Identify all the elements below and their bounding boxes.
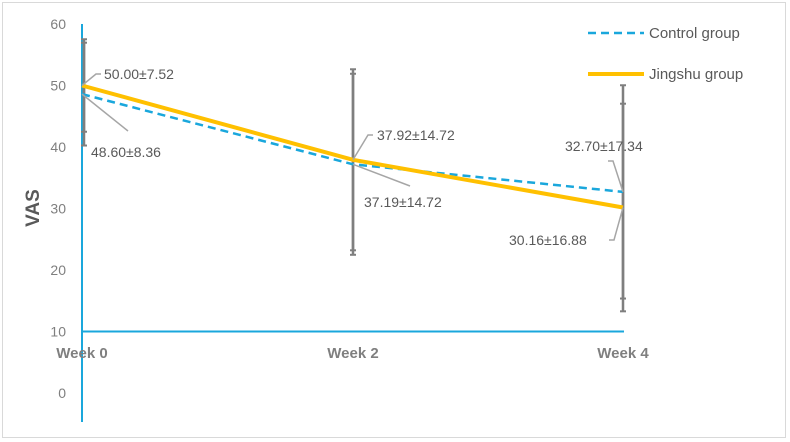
x-tick-label: Week 0 bbox=[56, 345, 107, 362]
y-tick-label: 30 bbox=[50, 201, 66, 217]
y-axis-title: VAS bbox=[23, 189, 44, 227]
data-label: 37.19±14.72 bbox=[364, 194, 442, 210]
y-tick-label: 0 bbox=[58, 385, 66, 401]
legend: Control group Jingshu group bbox=[588, 25, 743, 83]
data-label: 30.16±16.88 bbox=[509, 232, 587, 248]
annotation-leader bbox=[352, 163, 411, 187]
data-label: 48.60±8.36 bbox=[91, 144, 161, 160]
x-tick-label: Week 4 bbox=[597, 345, 649, 362]
legend-label-control: Control group bbox=[649, 25, 740, 42]
data-label: 50.00±7.52 bbox=[104, 66, 174, 82]
axes: 0 10 20 30 40 50 60 VAS Week 0 Week 2 Week 4 bbox=[23, 16, 649, 422]
y-tick-label: 50 bbox=[50, 78, 66, 94]
y-tick-label: 20 bbox=[50, 262, 66, 278]
data-label: 32.70±17.34 bbox=[565, 138, 643, 154]
y-tick-label: 60 bbox=[50, 16, 66, 32]
y-tick-label: 40 bbox=[50, 139, 66, 155]
chart-frame bbox=[2, 2, 786, 438]
legend-label-jingshu: Jingshu group bbox=[649, 66, 743, 83]
data-annotations: 50.00±7.52 48.60±8.36 37.92±14.72 37.19±14.… bbox=[81, 66, 643, 248]
annotation-leader bbox=[81, 73, 101, 87]
data-label: 37.92±14.72 bbox=[377, 127, 455, 143]
annotation-leader bbox=[609, 207, 624, 241]
y-tick-label: 10 bbox=[50, 324, 66, 340]
annotation-leader bbox=[608, 160, 624, 193]
annotation-leader bbox=[81, 93, 129, 132]
annotation-leader bbox=[352, 134, 373, 161]
x-tick-label: Week 2 bbox=[327, 345, 378, 362]
